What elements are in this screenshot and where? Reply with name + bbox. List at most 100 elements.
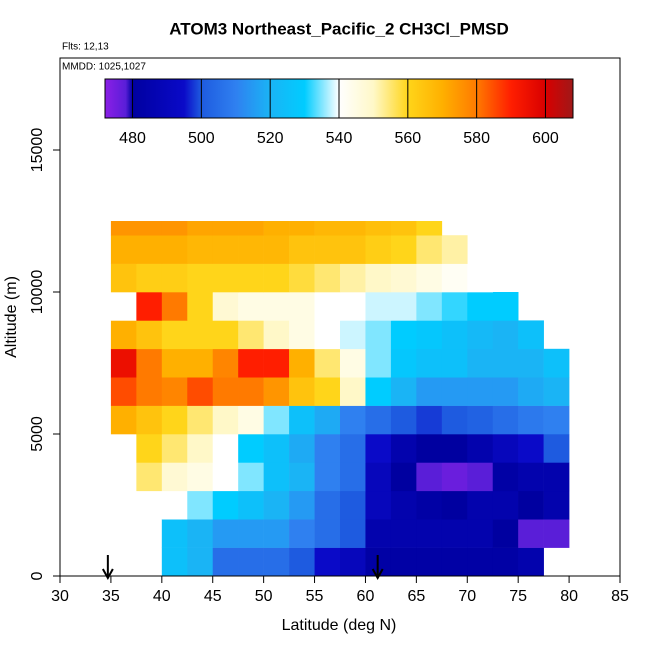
heatmap-cell xyxy=(238,547,264,577)
heatmap-cell xyxy=(365,490,392,520)
heatmap-cell xyxy=(136,235,163,264)
heatmap-cell xyxy=(441,405,468,435)
heatmap-cell xyxy=(314,235,341,264)
heatmap-cell xyxy=(238,235,264,264)
heatmap-cell xyxy=(314,547,341,577)
heatmap-cell xyxy=(161,519,188,548)
heatmap-cell xyxy=(161,547,188,577)
heatmap-cell xyxy=(263,434,290,463)
heatmap-cell xyxy=(187,221,214,236)
heatmap-cell xyxy=(467,434,494,463)
heatmap-cell xyxy=(365,377,392,406)
heatmap-cell xyxy=(340,221,366,236)
heatmap-cell xyxy=(441,490,468,520)
heatmap-cell xyxy=(518,519,544,548)
heatmap-cell xyxy=(365,434,392,463)
y-tick-label: 15000 xyxy=(29,128,46,173)
x-tick-label: 45 xyxy=(204,588,222,605)
heatmap-cell xyxy=(161,348,188,378)
heatmap-cell xyxy=(187,377,214,406)
heatmap-cell xyxy=(212,434,239,463)
heatmap-cell xyxy=(441,263,468,293)
heatmap-cell xyxy=(187,263,214,293)
heatmap-cell xyxy=(289,348,315,378)
heatmap-cell xyxy=(289,547,315,577)
heatmap-cell xyxy=(340,292,366,321)
heatmap-cell xyxy=(340,547,366,577)
heatmap-cell xyxy=(441,462,468,492)
heatmap-cell xyxy=(136,320,163,350)
x-tick-label: 55 xyxy=(306,588,324,605)
heatmap-cell xyxy=(390,490,417,520)
heatmap-cell xyxy=(365,320,392,350)
heatmap-cell xyxy=(110,320,137,350)
heatmap-cell xyxy=(492,462,519,492)
heatmap-cell xyxy=(390,377,417,406)
heatmap-cell xyxy=(161,490,188,520)
heatmap-cell xyxy=(136,462,163,492)
heatmap-cell xyxy=(136,405,163,435)
heatmap-cell xyxy=(441,235,468,264)
heatmap-cell xyxy=(136,221,163,236)
plot-frame xyxy=(59,57,621,577)
heatmap-cell xyxy=(390,519,417,548)
heatmap-cell xyxy=(492,405,519,435)
heatmap-cell xyxy=(390,263,417,293)
heatmap-cell xyxy=(518,377,544,406)
heatmap-cell xyxy=(161,462,188,492)
heatmap-cell xyxy=(212,377,239,406)
heatmap-cell xyxy=(416,434,443,463)
heatmap-cell xyxy=(212,221,239,236)
heatmap-cell xyxy=(467,320,494,350)
heatmap-cell xyxy=(390,462,417,492)
heatmap-cell xyxy=(263,263,290,293)
heatmap-cell xyxy=(543,434,570,463)
heatmap-cell xyxy=(238,519,264,548)
heatmap-cell xyxy=(161,434,188,463)
heatmap-cell xyxy=(340,519,366,548)
x-tick-label: 35 xyxy=(102,588,120,605)
heatmap-cell xyxy=(467,292,494,321)
heatmap-cell xyxy=(212,490,239,520)
heatmap-cell xyxy=(518,348,544,378)
x-tick-label: 75 xyxy=(509,588,527,605)
arrow-head xyxy=(371,568,384,581)
heatmap-cell xyxy=(289,377,315,406)
heatmap-cell xyxy=(492,292,519,321)
heatmap-cell xyxy=(212,320,239,350)
x-tick-label: 65 xyxy=(407,588,425,605)
heatmap-cell xyxy=(492,434,519,463)
heatmap-cell xyxy=(467,547,494,577)
heatmap-cell xyxy=(263,490,290,520)
heatmap-cell xyxy=(314,434,341,463)
heatmap-cell xyxy=(187,292,214,321)
heatmap-cell xyxy=(212,405,239,435)
heatmap-cell xyxy=(289,490,315,520)
heatmap-cell xyxy=(110,377,137,406)
heatmap-cell xyxy=(340,462,366,492)
heatmap-cell xyxy=(492,547,519,577)
y-axis-label: Altitude (m) xyxy=(3,276,20,358)
y-tick-label: 0 xyxy=(29,571,46,580)
heatmap-cell xyxy=(543,462,570,492)
heatmap-cell xyxy=(238,320,264,350)
heatmap-cell xyxy=(390,434,417,463)
heatmap-cell xyxy=(212,547,239,577)
heatmap-cell xyxy=(416,377,443,406)
heatmap-cell xyxy=(518,490,544,520)
colorbar-tick-label: 580 xyxy=(463,130,490,147)
heatmap-cell xyxy=(212,348,239,378)
heatmap-cell xyxy=(543,348,570,378)
heatmap-cell xyxy=(187,235,214,264)
heatmap-cell xyxy=(238,462,264,492)
heatmap-cell xyxy=(110,348,137,378)
heatmap-cell xyxy=(187,490,214,520)
heatmap-cell xyxy=(518,320,544,350)
heatmap-cell xyxy=(238,434,264,463)
heatmap-cell xyxy=(390,292,417,321)
heatmap-cell xyxy=(161,263,188,293)
heatmap-cell xyxy=(289,462,315,492)
heatmap-cell xyxy=(263,377,290,406)
heatmap-cell xyxy=(543,377,570,406)
heatmap-cell xyxy=(187,434,214,463)
